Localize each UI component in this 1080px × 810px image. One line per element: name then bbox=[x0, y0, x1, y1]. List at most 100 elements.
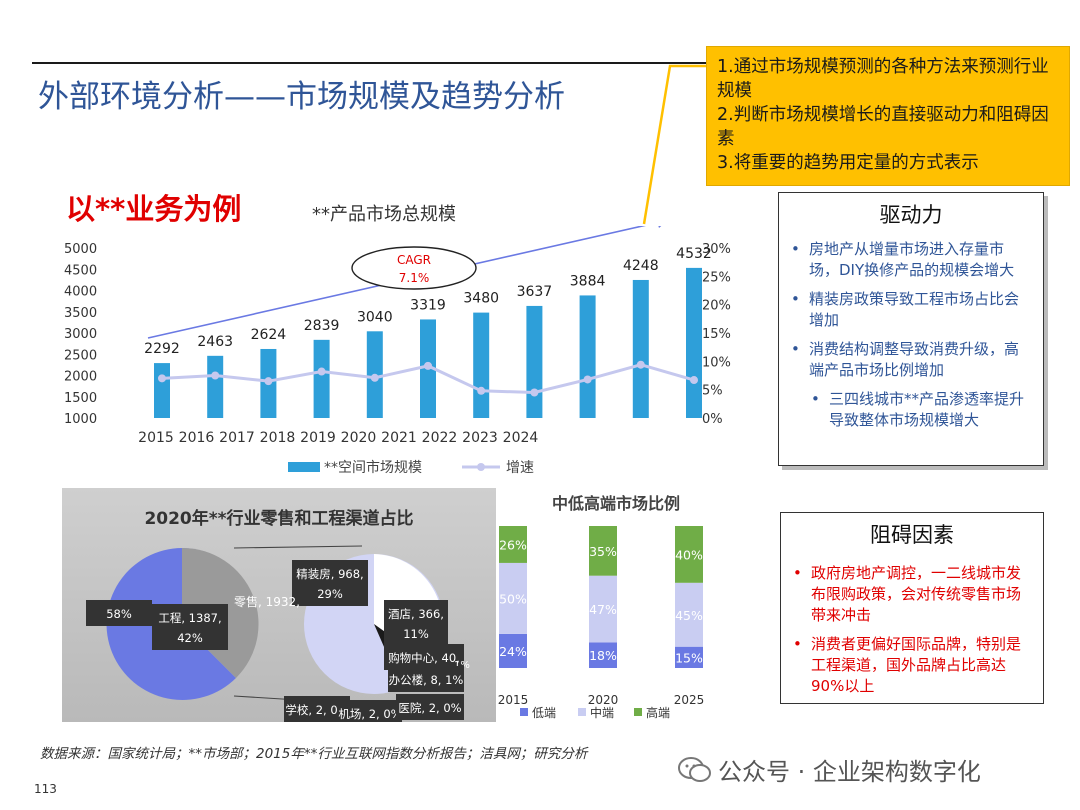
y2-tick-label: 20% bbox=[702, 299, 731, 314]
x-tick-label: 2023 bbox=[462, 430, 498, 446]
watermark-text: 公众号 · 企业架构数字化 bbox=[718, 758, 981, 786]
pie-label-office-box bbox=[388, 666, 464, 692]
pie-label-engineering: 42% bbox=[177, 631, 203, 645]
growth-point bbox=[636, 360, 645, 369]
segment-value-label: 24% bbox=[499, 644, 527, 659]
objective-callout: 1.通过市场规模预测的各种方法来预测行业规模 2.判断市场规模增长的直接驱动力和… bbox=[706, 46, 1070, 186]
growth-point bbox=[370, 373, 379, 382]
segment-value-label: 47% bbox=[589, 602, 617, 617]
growth-point bbox=[158, 374, 166, 383]
pie-label-decorated: 29% bbox=[317, 587, 343, 601]
segment-value-label: 26% bbox=[499, 537, 527, 552]
segment-bar-中端 bbox=[675, 582, 703, 647]
pie-label-engineering-box bbox=[152, 604, 228, 650]
pie-label-engineering: 工程, 1387, bbox=[158, 611, 221, 625]
segment-bar-高端 bbox=[675, 526, 703, 583]
y-tick-label: 1000 bbox=[64, 412, 97, 427]
pie-label-hotel-box bbox=[384, 600, 448, 646]
growth-point bbox=[317, 367, 326, 376]
segment-legend-label: 低端 bbox=[532, 706, 556, 720]
x-tick-label: 2018 bbox=[260, 430, 296, 446]
market-size-chart: 5000 4500 4000 3500 3000 2500 2000 1500 1000 30%… bbox=[64, 226, 731, 476]
segment-bar-低端 bbox=[589, 642, 617, 668]
bar-value-label: 2839 bbox=[304, 318, 340, 334]
segment-legend-swatch bbox=[520, 708, 528, 716]
segment-value-label: 50% bbox=[499, 591, 527, 606]
bar-value-label: 2292 bbox=[144, 341, 180, 357]
y2-tick-label: 30% bbox=[702, 242, 731, 257]
pie-label-office: 办公楼, 8, 1% bbox=[389, 673, 464, 687]
bar-value-label: 2624 bbox=[251, 327, 287, 343]
growth-point bbox=[583, 375, 592, 384]
channel-pie-panel: 2020年**行业零售和工程渠道占比 58% 工程, 1387, 42% 精装房, 9… bbox=[62, 488, 496, 722]
segment-value-label: 15% bbox=[675, 650, 703, 665]
callout-line-1: 1.通过市场规模预测的各种方法来预测行业规模 bbox=[717, 57, 1049, 101]
bar-value-label: 4248 bbox=[623, 258, 659, 274]
drivers-heading: 驱动力 bbox=[879, 203, 943, 227]
y2-tick-label: 15% bbox=[702, 327, 731, 342]
barrier-item: 政府房地产调控，一二线城市发布限购政策，会对传统零售市场带来冲击 bbox=[793, 563, 1033, 626]
pie-label-hospital: 医院, 2, 0% bbox=[398, 701, 461, 715]
market-bar bbox=[154, 363, 170, 418]
market-bar bbox=[313, 339, 330, 418]
y-tick-label: 2500 bbox=[64, 348, 97, 363]
driver-item: 精装房政策导致工程市场占比会增加 bbox=[791, 289, 1033, 331]
pie-label-decorated: 精装房, 968, bbox=[296, 567, 363, 581]
market-bar bbox=[686, 267, 702, 418]
pie-label-hotel: 11% bbox=[403, 627, 429, 641]
segment-legend-swatch bbox=[578, 708, 586, 716]
segment-x-label: 2015 bbox=[498, 693, 529, 707]
segment-x-label: 2020 bbox=[588, 693, 619, 707]
segment-legend-label: 中端 bbox=[590, 705, 614, 720]
pie-label-school: 学校, 2, 0% bbox=[285, 703, 348, 717]
driver-item: 三四线城市**产品渗透率提升导致整体市场规模增大 bbox=[811, 389, 1033, 431]
pie-label-mall-pct: 1% bbox=[454, 660, 470, 671]
y-tick-label: 3500 bbox=[64, 306, 97, 321]
legend-line-label: 增速 bbox=[506, 460, 534, 476]
segment-value-label: 35% bbox=[589, 544, 617, 559]
pie-label-mall-box bbox=[384, 644, 464, 670]
x-tick-label: 2016 bbox=[179, 430, 215, 446]
chart-legend: **空间市场规模 增速 bbox=[288, 459, 534, 476]
segment-bar-高端 bbox=[499, 526, 527, 563]
y-tick-label: 4000 bbox=[64, 285, 97, 300]
segment-legend-label: 高端 bbox=[646, 705, 670, 720]
x-tick-label: 2022 bbox=[422, 430, 458, 446]
segment-bar-中端 bbox=[499, 562, 527, 634]
bar-value-label: 3884 bbox=[570, 273, 606, 289]
header-rule bbox=[32, 62, 1064, 64]
pie-label-airport-box bbox=[338, 700, 402, 722]
pie-label-retail-share-box bbox=[86, 600, 152, 626]
pie-chart-title: 2020年**行业零售和工程渠道占比 bbox=[144, 509, 414, 529]
growth-point bbox=[424, 361, 432, 370]
y2-tick-label: 10% bbox=[702, 355, 731, 370]
segment-legend-swatch bbox=[634, 708, 642, 716]
segment-value-label: 18% bbox=[589, 648, 617, 663]
market-bar bbox=[526, 305, 543, 418]
segment-value-label: 45% bbox=[675, 608, 703, 623]
barriers-heading: 阻碍因素 bbox=[870, 523, 954, 547]
market-bar bbox=[473, 312, 490, 418]
growth-point bbox=[530, 388, 539, 397]
pie-label-decorated-box bbox=[292, 560, 368, 606]
callout-connector bbox=[642, 64, 706, 225]
growth-point bbox=[211, 371, 220, 380]
y-tick-label: 4500 bbox=[64, 263, 97, 278]
subtitle: 以**业务为例 bbox=[66, 192, 242, 226]
segment-mix-chart: 24% 50% 26% 18% 47% 35% 15% 45% 40% 2015 2020 2025… bbox=[498, 526, 704, 720]
page-number: 113 bbox=[34, 782, 57, 796]
x-tick-label: 2020 bbox=[341, 430, 377, 446]
driver-item: 房地产从增量市场进入存量市场，DIY换修产品的规模会增大 bbox=[791, 239, 1033, 281]
y2-tick-label: 5% bbox=[702, 384, 723, 399]
bar-value-label: 3040 bbox=[357, 309, 393, 325]
bar-value-label: 3637 bbox=[517, 284, 553, 300]
slide-title: 外部环境分析——市场规模及趋势分析 bbox=[38, 79, 565, 115]
market-bar bbox=[207, 355, 224, 418]
pie-label-hospital-box bbox=[396, 694, 464, 720]
barriers-box: 阻碍因素 政府房地产调控，一二线城市发布限购政策，会对传统零售市场带来冲击 消费… bbox=[780, 512, 1044, 704]
x-tick-label: 2015 bbox=[138, 430, 174, 446]
barrier-item: 消费者更偏好国际品牌，特别是工程渠道，国外品牌占比高达90%以上 bbox=[793, 634, 1033, 697]
watermark: 公众号 · 企业架构数字化 bbox=[678, 752, 981, 787]
growth-point bbox=[264, 377, 273, 386]
market-bar bbox=[579, 295, 596, 418]
